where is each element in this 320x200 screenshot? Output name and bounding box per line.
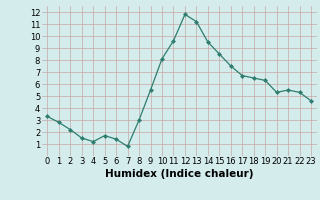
X-axis label: Humidex (Indice chaleur): Humidex (Indice chaleur) (105, 169, 253, 179)
